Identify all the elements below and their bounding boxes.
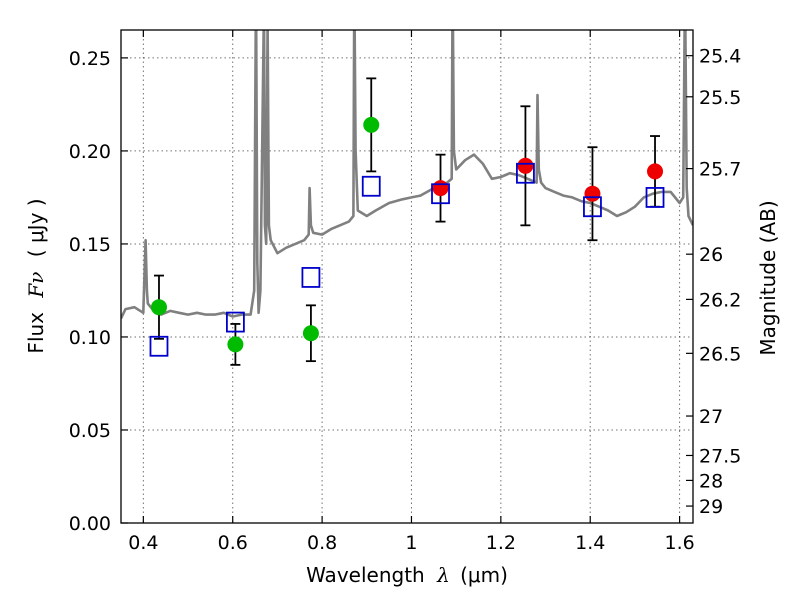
x-tick-label: 1: [405, 532, 417, 554]
square-marker: [149, 335, 169, 357]
circle-marker: [432, 180, 449, 197]
circle-marker: [647, 163, 664, 180]
axis-ticks: 0.4 0.6 0.8 1 1.2 1.4 1.6 0.00 0.05 0.10 0.15 0.20 0…: [69, 30, 741, 554]
circle-marker: [150, 299, 167, 316]
right-tick-label: 25.7: [699, 159, 741, 181]
right-tick-label: 27: [699, 406, 723, 428]
x-tick-label: 1.2: [486, 532, 516, 554]
circle-marker: [363, 116, 380, 133]
y-axis-label-unit: ( μJy ): [24, 198, 48, 257]
right-tick-label: 26.2: [699, 289, 741, 311]
model-spectrum: [121, 30, 693, 319]
circle-marker: [584, 185, 601, 202]
right-tick-label: 27.5: [699, 445, 741, 467]
right-axis-label: Magnitude (AB): [756, 200, 780, 355]
y-tick-label: 0.25: [69, 48, 111, 70]
x-axis-label-prefix: Wavelength: [306, 563, 425, 587]
right-tick-label: 26: [699, 244, 723, 266]
x-tick-label: 1.6: [664, 532, 694, 554]
x-tick-label: 0.8: [307, 532, 337, 554]
square-marker: [301, 267, 321, 288]
y-axis-label: Flux Fν ( μJy ): [24, 198, 48, 353]
square-marker: [361, 175, 381, 197]
x-axis-label-symbol: λ: [436, 563, 450, 587]
square-marker: [225, 311, 245, 333]
y-tick-label: 0.15: [69, 234, 111, 256]
square-marker: [583, 196, 602, 218]
circle-marker: [517, 157, 534, 174]
x-axis-label: Wavelength λ (μm): [306, 563, 508, 587]
y-tick-label: 0.10: [69, 327, 111, 349]
circle-marker: [227, 336, 244, 353]
right-tick-label: 25.4: [699, 46, 741, 68]
x-tick-label: 1.4: [575, 532, 605, 554]
square-marker: [431, 183, 450, 205]
x-tick-label: 0.6: [218, 532, 248, 554]
grid: [121, 30, 693, 523]
y-axis-label-symbol: Fν: [24, 272, 48, 299]
square-marker: [516, 162, 535, 184]
x-tick-label: 0.4: [128, 532, 158, 554]
right-tick-label: 29: [699, 496, 723, 518]
model-spectrum-line: [121, 30, 693, 319]
right-tick-label: 26.5: [699, 343, 741, 365]
circle-marker: [302, 325, 319, 342]
plot-frame: [120, 29, 694, 524]
y-tick-label: 0.20: [69, 141, 111, 163]
y-tick-label: 0.05: [69, 420, 111, 442]
y-tick-label: 0.00: [69, 513, 111, 535]
data-points: [149, 77, 665, 366]
square-marker: [645, 187, 665, 208]
right-tick-label: 25.5: [699, 87, 741, 109]
x-axis-label-unit: (μm): [460, 563, 508, 587]
right-tick-label: 28: [699, 470, 723, 492]
y-axis-label-prefix: Flux: [24, 312, 48, 354]
